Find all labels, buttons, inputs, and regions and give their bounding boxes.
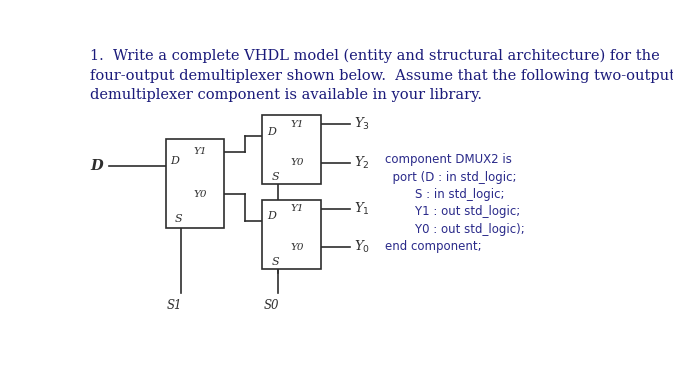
Text: Y$_1$: Y$_1$ — [354, 201, 369, 217]
Text: 1.  Write a complete VHDL model (entity and structural architecture) for the
fou: 1. Write a complete VHDL model (entity a… — [90, 48, 673, 102]
Bar — [262, 200, 320, 269]
Text: S1: S1 — [167, 299, 182, 312]
Text: Y1: Y1 — [290, 204, 304, 213]
Text: D: D — [90, 159, 103, 173]
Text: Y0: Y0 — [290, 158, 304, 167]
Text: Y1 : out std_logic;: Y1 : out std_logic; — [385, 205, 520, 218]
Text: S: S — [175, 214, 182, 224]
Text: Y1: Y1 — [193, 147, 207, 156]
Text: Y0: Y0 — [290, 243, 304, 252]
Text: S: S — [272, 257, 279, 267]
Bar — [262, 115, 320, 184]
Text: component DMUX2 is: component DMUX2 is — [385, 153, 511, 166]
Text: Y$_3$: Y$_3$ — [354, 116, 370, 132]
Text: D: D — [170, 156, 179, 166]
Text: S0: S0 — [264, 299, 279, 312]
Text: Y1: Y1 — [290, 120, 304, 129]
Text: S: S — [272, 172, 279, 182]
Text: end component;: end component; — [385, 240, 481, 253]
Text: Y$_0$: Y$_0$ — [354, 239, 370, 256]
Text: port (D : in std_logic;: port (D : in std_logic; — [385, 171, 516, 184]
Text: Y$_2$: Y$_2$ — [354, 154, 369, 170]
Text: D: D — [267, 127, 276, 137]
Text: Y0: Y0 — [193, 189, 207, 199]
Bar — [166, 140, 223, 228]
Text: Y0 : out std_logic);: Y0 : out std_logic); — [385, 223, 524, 236]
Text: S : in std_logic;: S : in std_logic; — [385, 188, 504, 201]
Text: D: D — [267, 211, 276, 222]
